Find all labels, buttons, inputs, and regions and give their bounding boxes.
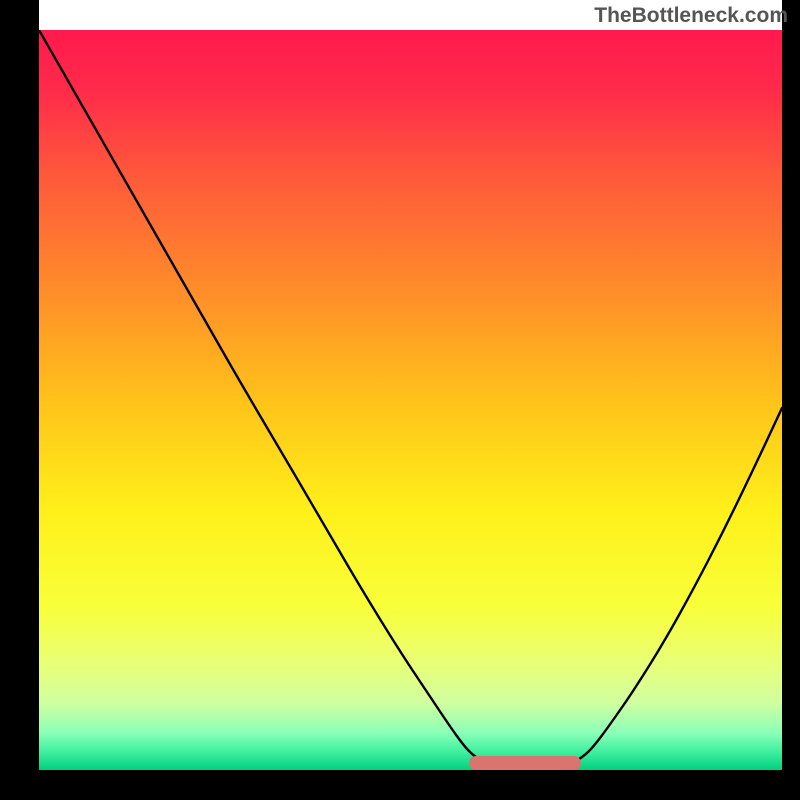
frame-right-border <box>782 0 800 800</box>
frame-bottom-border <box>0 770 800 800</box>
highlight-marker <box>469 756 581 770</box>
frame-left-border <box>0 0 39 800</box>
chart-container: TheBottleneck.com <box>0 0 800 800</box>
bottleneck-curve <box>39 30 782 770</box>
attribution-label: TheBottleneck.com <box>594 4 788 28</box>
curve-path <box>39 30 782 766</box>
